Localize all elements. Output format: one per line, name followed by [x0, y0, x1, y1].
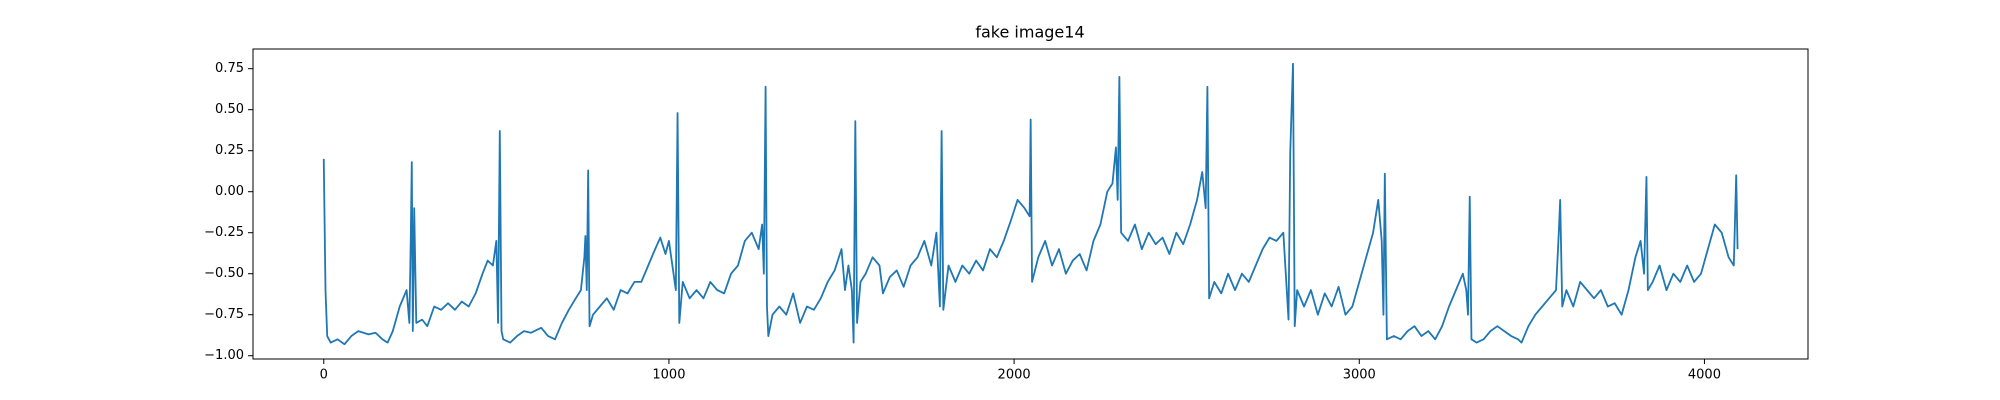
plot-frame [252, 48, 1809, 360]
x-tick-label: 4000 [1688, 368, 1721, 383]
y-tick-label: 0.00 [215, 184, 244, 199]
y-tick-label: 0.50 [215, 102, 244, 117]
y-tick-label: −0.75 [204, 307, 244, 322]
y-tick-label: −0.25 [204, 225, 244, 240]
y-tick-label: 0.75 [215, 61, 244, 76]
x-tick-label: 3000 [1343, 368, 1376, 383]
chart-title: fake image14 [975, 23, 1084, 42]
y-tick-label: 0.25 [215, 143, 244, 158]
y-tick-label: −0.50 [204, 266, 244, 281]
x-tick-label: 2000 [998, 368, 1031, 383]
data-line [322, 62, 1739, 346]
x-tick-label: 0 [320, 368, 328, 383]
x-tick-label: 1000 [652, 368, 685, 383]
y-tick-label: −1.00 [204, 348, 244, 363]
